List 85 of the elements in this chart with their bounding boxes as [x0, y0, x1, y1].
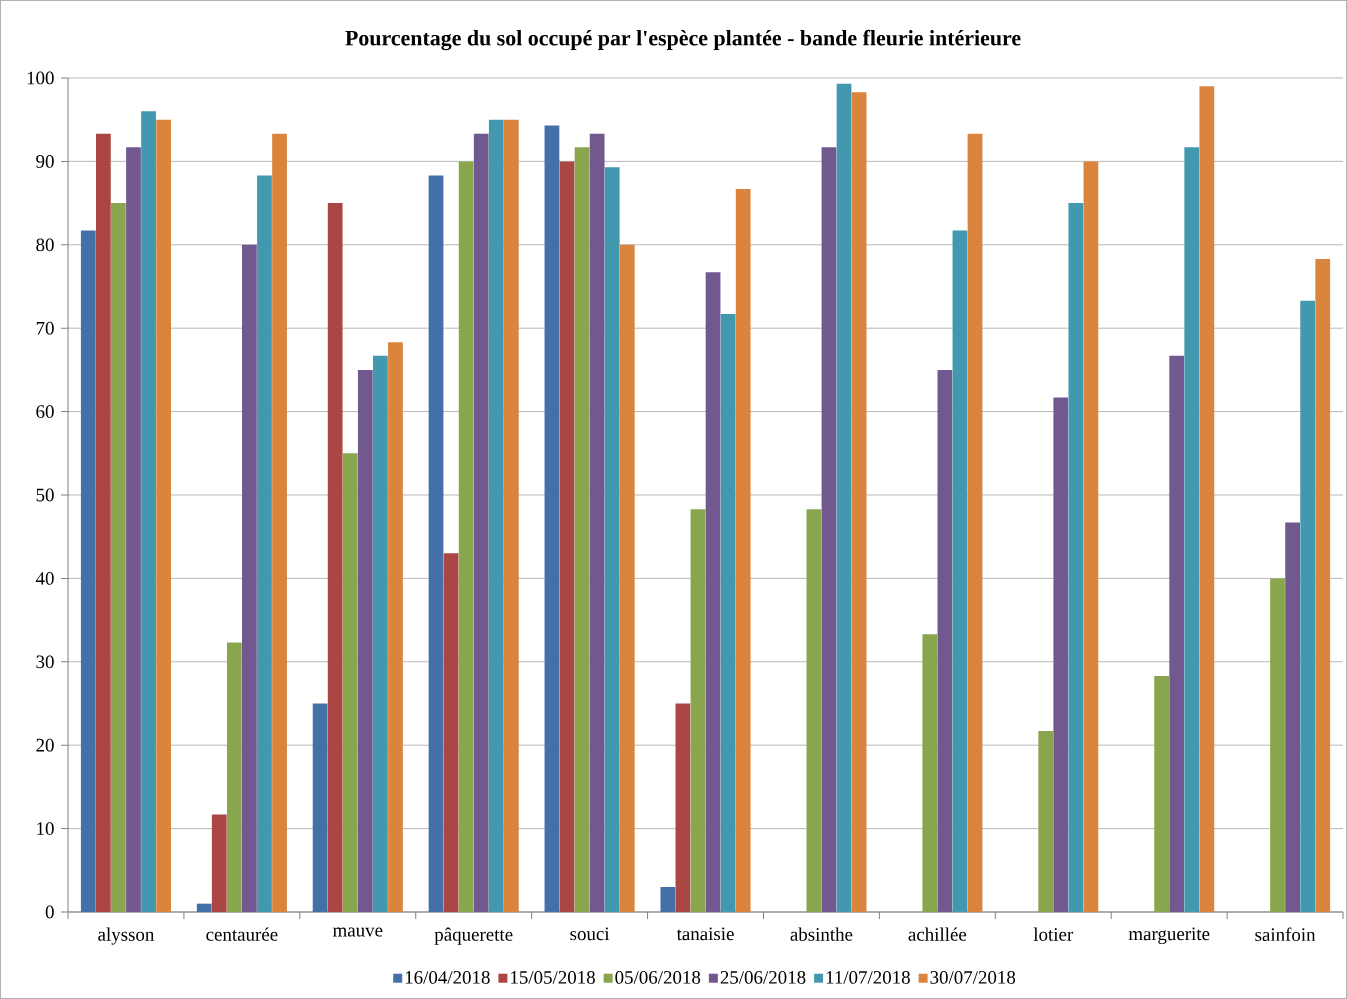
x-tick-label: achillée — [908, 927, 967, 941]
bar — [428, 175, 444, 912]
bar — [357, 369, 373, 912]
legend-label: 30/07/2018 — [930, 971, 1016, 984]
bar — [1068, 203, 1084, 912]
bar — [312, 703, 328, 912]
bar — [574, 147, 590, 912]
x-tick-label: tanaisie — [676, 927, 734, 941]
bar — [675, 703, 691, 912]
y-tick-label: 10 — [37, 822, 54, 835]
legend-label: 11/07/2018 — [826, 971, 910, 984]
y-tick-label: 100 — [27, 71, 54, 85]
bar — [705, 272, 721, 912]
bar — [388, 342, 403, 912]
bar — [458, 161, 474, 912]
bar — [342, 453, 358, 912]
bar — [257, 175, 272, 912]
bar — [806, 509, 822, 912]
bar — [619, 244, 635, 912]
bar — [80, 230, 96, 912]
bar — [503, 119, 519, 912]
x-tick-label: lotier — [1033, 927, 1074, 941]
bar — [1053, 397, 1069, 912]
y-tick-label: 30 — [36, 655, 54, 669]
bar — [141, 111, 156, 912]
x-tick-label: souci — [570, 927, 610, 941]
legend-label: 25/06/2018 — [720, 971, 806, 984]
x-tick-label: marguerite — [1128, 927, 1210, 945]
legend-label: 05/06/2018 — [615, 971, 701, 984]
x-tick-label: sainfoin — [1255, 927, 1316, 942]
bar — [95, 133, 111, 912]
y-tick-label: 60 — [36, 405, 54, 418]
bar — [821, 147, 837, 912]
bar — [272, 133, 287, 912]
y-tick-label: 50 — [36, 488, 54, 502]
x-tick-label: mauve — [332, 927, 383, 937]
bar — [1315, 258, 1331, 912]
bar — [836, 83, 852, 912]
bar — [559, 161, 575, 912]
y-tick-label: 90 — [36, 155, 54, 168]
chart-title: Pourcentage du sol occupé par l'espèce plantée - bande fleurie intérieure — [345, 29, 1021, 51]
bar — [242, 244, 257, 912]
bar — [1184, 147, 1200, 912]
bar — [1169, 355, 1185, 912]
bar — [156, 119, 172, 912]
bar — [922, 634, 938, 912]
bar — [735, 188, 751, 912]
bar — [589, 133, 605, 912]
y-tick-label: 80 — [36, 238, 54, 252]
y-tick-label: 0 — [45, 905, 54, 919]
bar — [1199, 86, 1215, 912]
bar — [196, 903, 212, 912]
bar — [1285, 522, 1300, 912]
bar — [211, 814, 227, 912]
bar — [967, 133, 983, 912]
bar — [1038, 731, 1054, 912]
bar — [488, 119, 504, 912]
y-tick-label: 40 — [35, 572, 54, 585]
y-tick-label: 20 — [36, 738, 54, 752]
bar — [327, 203, 343, 912]
bar — [851, 92, 867, 912]
bar — [937, 369, 953, 912]
bar — [544, 125, 560, 912]
x-tick-label: pâquerette — [434, 927, 513, 945]
bar — [720, 314, 736, 912]
legend-label: 16/04/2018 — [405, 971, 490, 984]
bar — [1270, 578, 1285, 912]
bar — [1154, 675, 1170, 912]
x-tick-label: absinthe — [790, 927, 853, 941]
bar — [473, 133, 489, 912]
bar — [373, 355, 388, 912]
bar — [660, 886, 676, 912]
bar — [604, 167, 620, 912]
bar — [952, 230, 968, 912]
bar — [1083, 161, 1099, 912]
legend-label: 15/05/2018 — [511, 971, 595, 984]
bar — [126, 147, 141, 912]
bar — [1300, 300, 1316, 912]
x-tick-label: centaurée — [206, 927, 278, 941]
y-tick-label: 70 — [36, 321, 54, 335]
bar — [690, 509, 706, 912]
bar — [443, 553, 459, 912]
x-tick-label: alysson — [98, 927, 155, 945]
bar — [111, 203, 126, 912]
bar — [226, 642, 242, 912]
